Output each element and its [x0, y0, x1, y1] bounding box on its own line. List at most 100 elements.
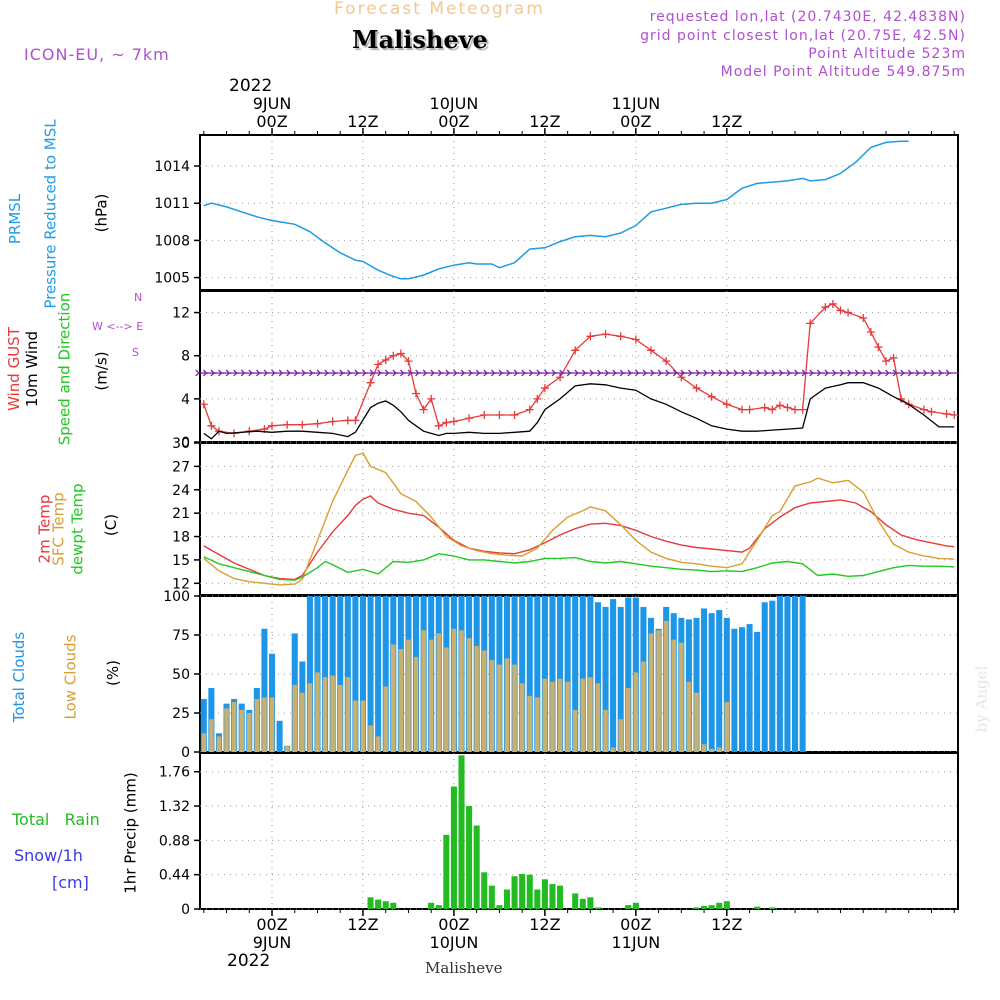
top-date-label: 9JUN [253, 94, 292, 113]
total-cloud-bar [617, 606, 624, 752]
y-tick-label: 1.32 [159, 799, 190, 815]
top-date-label: 10JUN [430, 94, 479, 113]
low-cloud-bar [224, 708, 229, 752]
total-cloud-bar [761, 602, 768, 752]
gust-marker [942, 409, 951, 418]
bottom-time-label: 12Z [347, 915, 378, 934]
low-cloud-bar [550, 681, 555, 752]
low-cloud-bar [231, 702, 237, 752]
low-cloud-bar [466, 638, 472, 752]
gust-marker [586, 332, 595, 341]
low-cloud-bar [353, 700, 358, 752]
low-cloud-bar [724, 702, 730, 752]
total-cloud-bar [579, 596, 586, 752]
top-time-label: 12Z [711, 112, 742, 131]
rain-bar [769, 907, 776, 909]
low-cloud-bar [459, 630, 464, 752]
gust-marker [328, 417, 337, 426]
rain-bar [549, 884, 556, 909]
top-time-label: 00Z [438, 112, 469, 131]
low-cloud-bar [421, 630, 426, 752]
low-cloud-bar [428, 639, 434, 752]
total-cloud-bar [769, 600, 776, 752]
point-altitude: Point Altitude 523m [808, 46, 966, 62]
y-tick-label: 12 [172, 306, 190, 322]
panel-frame [199, 290, 959, 443]
total-cloud-bar [784, 596, 791, 752]
rain-bar [511, 876, 518, 909]
total-cloud-bar [549, 596, 556, 752]
total-cloud-bar [701, 608, 708, 752]
total-cloud-bar [572, 596, 579, 752]
y-tick-label: 1.76 [159, 765, 190, 781]
low-cloud-bar [512, 664, 517, 752]
pressure-line [203, 140, 909, 280]
rain-bar [503, 889, 511, 909]
low-cloud-bar [239, 709, 244, 752]
low-cloud-bar [519, 683, 525, 752]
low-cloud-bar [663, 620, 669, 752]
y-tick-label: 100 [163, 589, 190, 605]
top-time-label: 12Z [529, 112, 560, 131]
model-label: ICON-EU, ~ 7km [24, 45, 170, 64]
low-cloud-bar [300, 692, 305, 752]
low-cloud-bar [656, 630, 661, 752]
total-cloud-bar [322, 596, 329, 752]
low-cloud-bar [535, 697, 540, 752]
low-cloud-bar [375, 736, 381, 752]
gust-marker [540, 384, 549, 393]
low-cloud-bar [209, 719, 214, 752]
low-cloud-bar [603, 709, 608, 752]
low-cloud-bar [413, 656, 419, 752]
y-tick-label: 1008 [154, 233, 190, 249]
low-cloud-bar [436, 633, 442, 752]
gust-marker [737, 405, 746, 414]
footer-location: Malisheve [425, 959, 503, 977]
y-tick-label: 1011 [154, 196, 190, 212]
low-cloud-bar [641, 661, 646, 752]
gust-marker [775, 401, 784, 410]
low-cloud-bar [489, 659, 495, 752]
y-tick-label: 8 [181, 349, 190, 365]
total-cloud-bar [716, 610, 723, 752]
total-cloud-bar [375, 596, 382, 752]
gust-marker [283, 420, 292, 429]
low-cloud-bar [572, 709, 578, 752]
y-tick-label: 15 [172, 553, 190, 569]
grid-point-coords: grid point closest lon,lat (20.75E, 42.5… [640, 28, 966, 44]
rain-bar [632, 902, 639, 909]
y-tick-label: 1014 [154, 159, 190, 175]
gust-marker [298, 420, 307, 429]
total-cloud-bar [367, 596, 374, 752]
bottom-time-label: 00Z [620, 915, 651, 934]
low-cloud-bar [595, 683, 601, 752]
gust-marker [677, 373, 686, 382]
gust-marker [366, 378, 375, 387]
low-cloud-bar [383, 686, 388, 752]
top-time-label: 00Z [620, 112, 651, 131]
total-cloud-bar [587, 596, 594, 752]
rain-bar [519, 873, 526, 909]
bottom-time-label: 00Z [438, 915, 469, 934]
total-cloud-bar [799, 596, 806, 752]
total-cloud-bar [731, 628, 738, 752]
total-cloud-bar [738, 627, 746, 752]
low-cloud-bar [246, 713, 252, 752]
low-cloud-bar [474, 645, 479, 752]
gust-marker [465, 414, 474, 423]
rain-bar [390, 902, 397, 909]
gust-marker [783, 403, 792, 412]
compass-row: W <--> E [92, 320, 144, 333]
low-cloud-bar [345, 677, 351, 752]
low-cloud-bar [307, 683, 313, 752]
gust-marker [874, 343, 883, 352]
low-cloud-bar [292, 684, 298, 752]
gust-marker [768, 405, 777, 414]
rain-bar [754, 906, 761, 909]
y-tick-label: 12 [172, 576, 190, 592]
gust-marker [381, 356, 390, 365]
top-date-label: 11JUN [611, 94, 660, 113]
t2m-line [203, 495, 955, 581]
rain-bar [428, 902, 435, 909]
bottom-time-label: 12Z [711, 915, 742, 934]
